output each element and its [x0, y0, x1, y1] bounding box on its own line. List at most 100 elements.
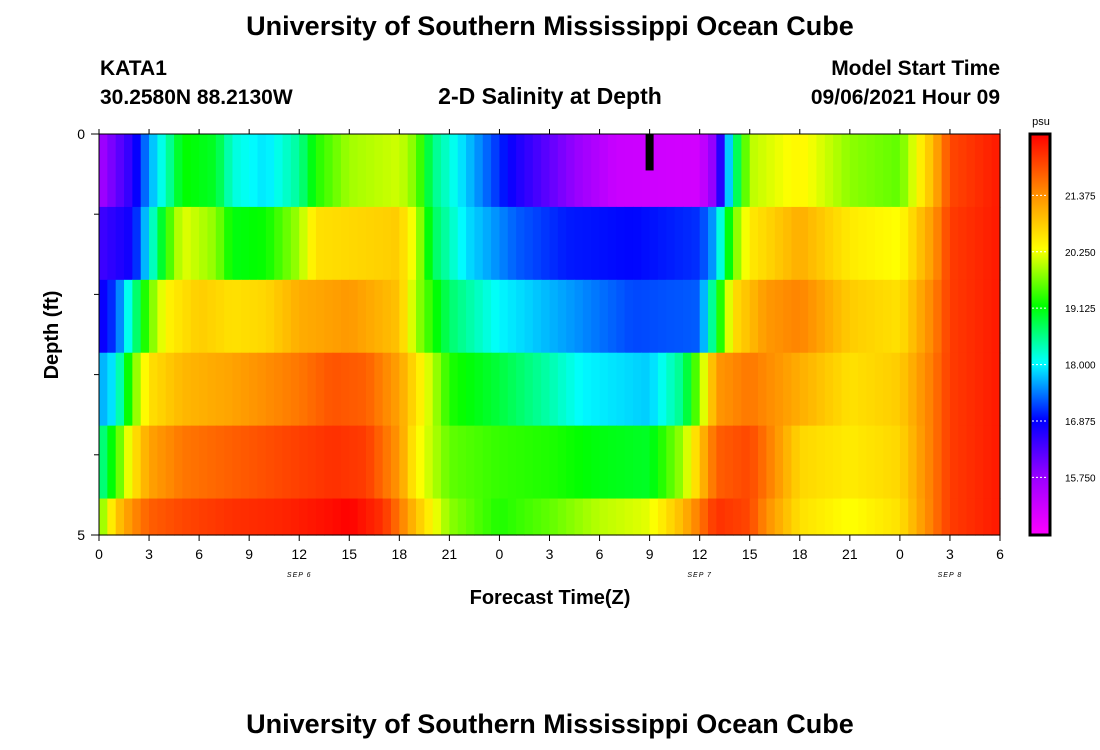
heatmap-cell — [482, 134, 492, 208]
heatmap-cell — [841, 279, 851, 354]
heatmap-cell — [941, 425, 951, 500]
heatmap-cell — [249, 425, 259, 500]
heatmap-cell — [224, 498, 234, 536]
heatmap-cell — [841, 498, 851, 536]
heatmap-cell — [532, 134, 542, 208]
heatmap-cell — [182, 498, 192, 536]
heatmap-cell — [207, 279, 217, 354]
heatmap-cell — [390, 279, 400, 354]
heatmap-cell — [416, 352, 425, 427]
heatmap-cell — [983, 279, 993, 354]
heatmap-cell — [357, 352, 367, 427]
heatmap-cell — [174, 425, 184, 500]
heatmap-cell — [190, 206, 200, 281]
heatmap-cell — [741, 352, 751, 427]
heatmap-cell — [949, 498, 959, 536]
heatmap-cell — [874, 425, 884, 500]
heatmap-cell — [607, 498, 617, 536]
heatmap-cell — [132, 352, 142, 427]
heatmap-cell — [557, 206, 567, 281]
heatmap-cell — [899, 498, 909, 536]
heatmap-cell — [799, 425, 809, 500]
heatmap-cell — [557, 134, 567, 208]
heatmap-cell — [733, 279, 742, 354]
heatmap-cell — [449, 279, 459, 354]
heatmap-cell — [407, 352, 417, 427]
heatmap-cell — [541, 279, 551, 354]
heatmap-cell — [674, 352, 684, 427]
heatmap-cell — [933, 352, 943, 427]
heatmap-cell — [115, 134, 125, 208]
heatmap-cell — [382, 206, 392, 281]
heatmap-cell — [566, 134, 576, 208]
heatmap-cell — [874, 498, 884, 536]
heatmap-cell — [824, 425, 834, 500]
heatmap-cell — [858, 352, 868, 427]
heatmap-cell — [149, 352, 158, 427]
heatmap-cell — [566, 498, 576, 536]
heatmap-cell — [983, 498, 993, 536]
heatmap-cell — [582, 206, 592, 281]
heatmap-cell — [891, 498, 901, 536]
heatmap-cell — [949, 134, 959, 208]
heatmap-cell — [99, 134, 108, 208]
heatmap-cell — [282, 206, 292, 281]
heatmap-cell — [157, 279, 167, 354]
heatmap-cell — [691, 352, 701, 427]
heatmap-cell — [449, 425, 459, 500]
heatmap-cell — [107, 279, 117, 354]
missing-data-marker — [645, 134, 654, 171]
day-label: SEP 8 — [938, 572, 963, 579]
heatmap-cell — [657, 279, 667, 354]
heatmap-cell — [858, 425, 868, 500]
heatmap-cell — [432, 134, 442, 208]
heatmap-cell — [991, 352, 1001, 427]
heatmap-cell — [733, 206, 742, 281]
heatmap-cell — [883, 498, 893, 536]
heatmap-cell — [432, 206, 442, 281]
heatmap-cell — [674, 425, 684, 500]
heatmap-cell — [315, 134, 325, 208]
heatmap-cell — [507, 352, 517, 427]
heatmap-cell — [315, 279, 325, 354]
heatmap-cell — [708, 279, 717, 354]
heatmap-cell — [716, 279, 726, 354]
heatmap-cell — [249, 206, 259, 281]
y-axis: 05 — [77, 126, 100, 543]
heatmap-cell — [783, 134, 793, 208]
model-start-time: 09/06/2021 Hour 09 — [811, 86, 1000, 109]
heatmap-cell — [549, 134, 559, 208]
x-tick-label: 3 — [145, 546, 153, 562]
heatmap-cell — [340, 206, 350, 281]
heatmap-cell — [399, 206, 409, 281]
heatmap-cell — [983, 425, 993, 500]
heatmap-cell — [607, 352, 617, 427]
heatmap-cell — [157, 352, 167, 427]
heatmap-cell — [733, 352, 742, 427]
heatmap-cell — [616, 134, 626, 208]
heatmap-cell — [140, 206, 150, 281]
x-tick-label: 12 — [692, 546, 708, 562]
heatmap-cell — [582, 425, 592, 500]
heatmap-cell — [649, 498, 659, 536]
heatmap-cell — [182, 352, 192, 427]
heatmap-cell — [441, 206, 450, 281]
heatmap-cell — [457, 279, 467, 354]
heatmap-cell — [816, 206, 826, 281]
heatmap-cell — [340, 352, 350, 427]
heatmap-cell — [549, 498, 559, 536]
heatmap-cell — [457, 352, 467, 427]
heatmap-cell — [407, 279, 417, 354]
heatmap-cell — [866, 352, 876, 427]
heatmap-cell — [115, 425, 125, 500]
heatmap-cell — [774, 498, 784, 536]
heatmap-cell — [833, 425, 843, 500]
heatmap-cell — [966, 498, 976, 536]
heatmap-cell — [257, 498, 267, 536]
heatmap-cell — [307, 206, 317, 281]
heatmap-cell — [958, 498, 968, 536]
heatmap-cell — [758, 279, 767, 354]
heatmap-cell — [224, 279, 234, 354]
heatmap-cell — [866, 279, 876, 354]
heatmap-cell — [190, 498, 200, 536]
